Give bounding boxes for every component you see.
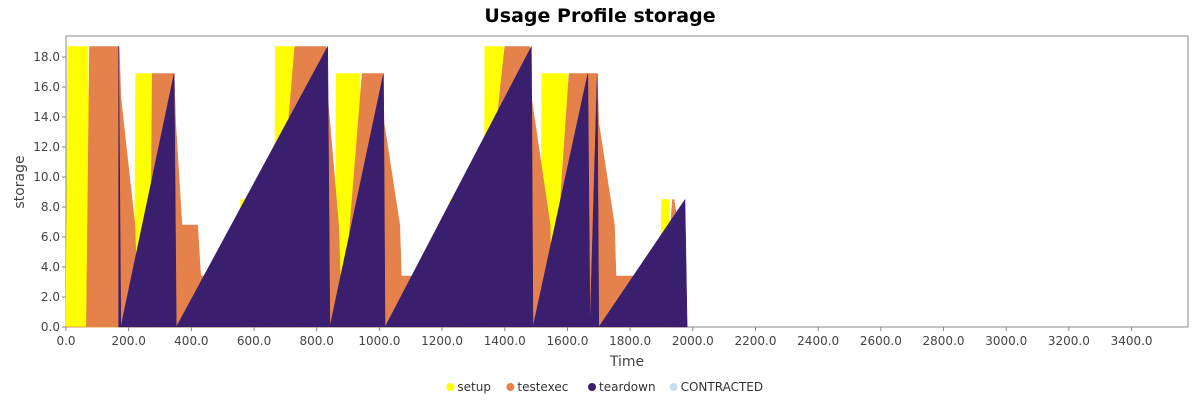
- x-tick-label: 400.0: [174, 334, 208, 348]
- series-layer: [65, 46, 688, 328]
- y-tick-label: 12.0: [33, 140, 60, 154]
- x-tick-label: 2000.0: [672, 334, 714, 348]
- x-tick-label: 2800.0: [923, 334, 965, 348]
- x-tick-label: 2600.0: [860, 334, 902, 348]
- y-tick-label: 16.0: [33, 80, 60, 94]
- x-tick-label: 600.0: [237, 334, 271, 348]
- x-axis-label: Time: [609, 354, 644, 370]
- y-axis-label: storage: [12, 155, 28, 208]
- series-area-teardown: [118, 46, 688, 328]
- x-tick-label: 1400.0: [484, 334, 526, 348]
- legend-label-contracted: CONTRACTED: [681, 380, 764, 394]
- legend-swatch-testexec: [506, 383, 515, 391]
- x-tick-label: 3200.0: [1048, 334, 1090, 348]
- x-tick-label: 0.0: [56, 334, 75, 348]
- legend-label-testexec: testexec: [517, 380, 568, 394]
- legend-swatch-teardown: [588, 383, 596, 391]
- x-tick-label: 1600.0: [546, 334, 588, 348]
- legend-swatch-setup: [446, 383, 455, 391]
- x-tick-label: 3400.0: [1111, 334, 1153, 348]
- y-tick-label: 0.0: [41, 320, 60, 334]
- axes-layer: 0.0 200.0 400.0 600.0 800.0 1000.0 1200.0 1400.…: [33, 50, 1152, 348]
- legend-label-setup: setup: [457, 380, 491, 394]
- legend: setup testexec teardown CONTRACTED: [446, 380, 763, 394]
- y-tick-label: 8.0: [41, 200, 60, 214]
- y-tick-label: 14.0: [33, 110, 60, 124]
- x-tick-label: 3000.0: [985, 334, 1027, 348]
- x-tick-label: 1200.0: [421, 334, 463, 348]
- y-tick-label: 4.0: [41, 260, 60, 274]
- x-tick-label: 1000.0: [358, 334, 400, 348]
- y-tick-label: 18.0: [33, 50, 60, 64]
- x-tick-label: 2200.0: [734, 334, 776, 348]
- x-tick-label: 200.0: [112, 334, 146, 348]
- y-tick-label: 6.0: [41, 230, 60, 244]
- y-tick-label: 10.0: [33, 170, 60, 184]
- chart-title: Usage Profile storage: [484, 5, 715, 27]
- legend-label-teardown: teardown: [599, 380, 656, 394]
- x-tick-label: 1800.0: [609, 334, 651, 348]
- x-tick-label: 2400.0: [797, 334, 839, 348]
- x-tick-label: 800.0: [300, 334, 334, 348]
- legend-swatch-contracted: [669, 383, 678, 391]
- y-tick-label: 2.0: [41, 290, 60, 304]
